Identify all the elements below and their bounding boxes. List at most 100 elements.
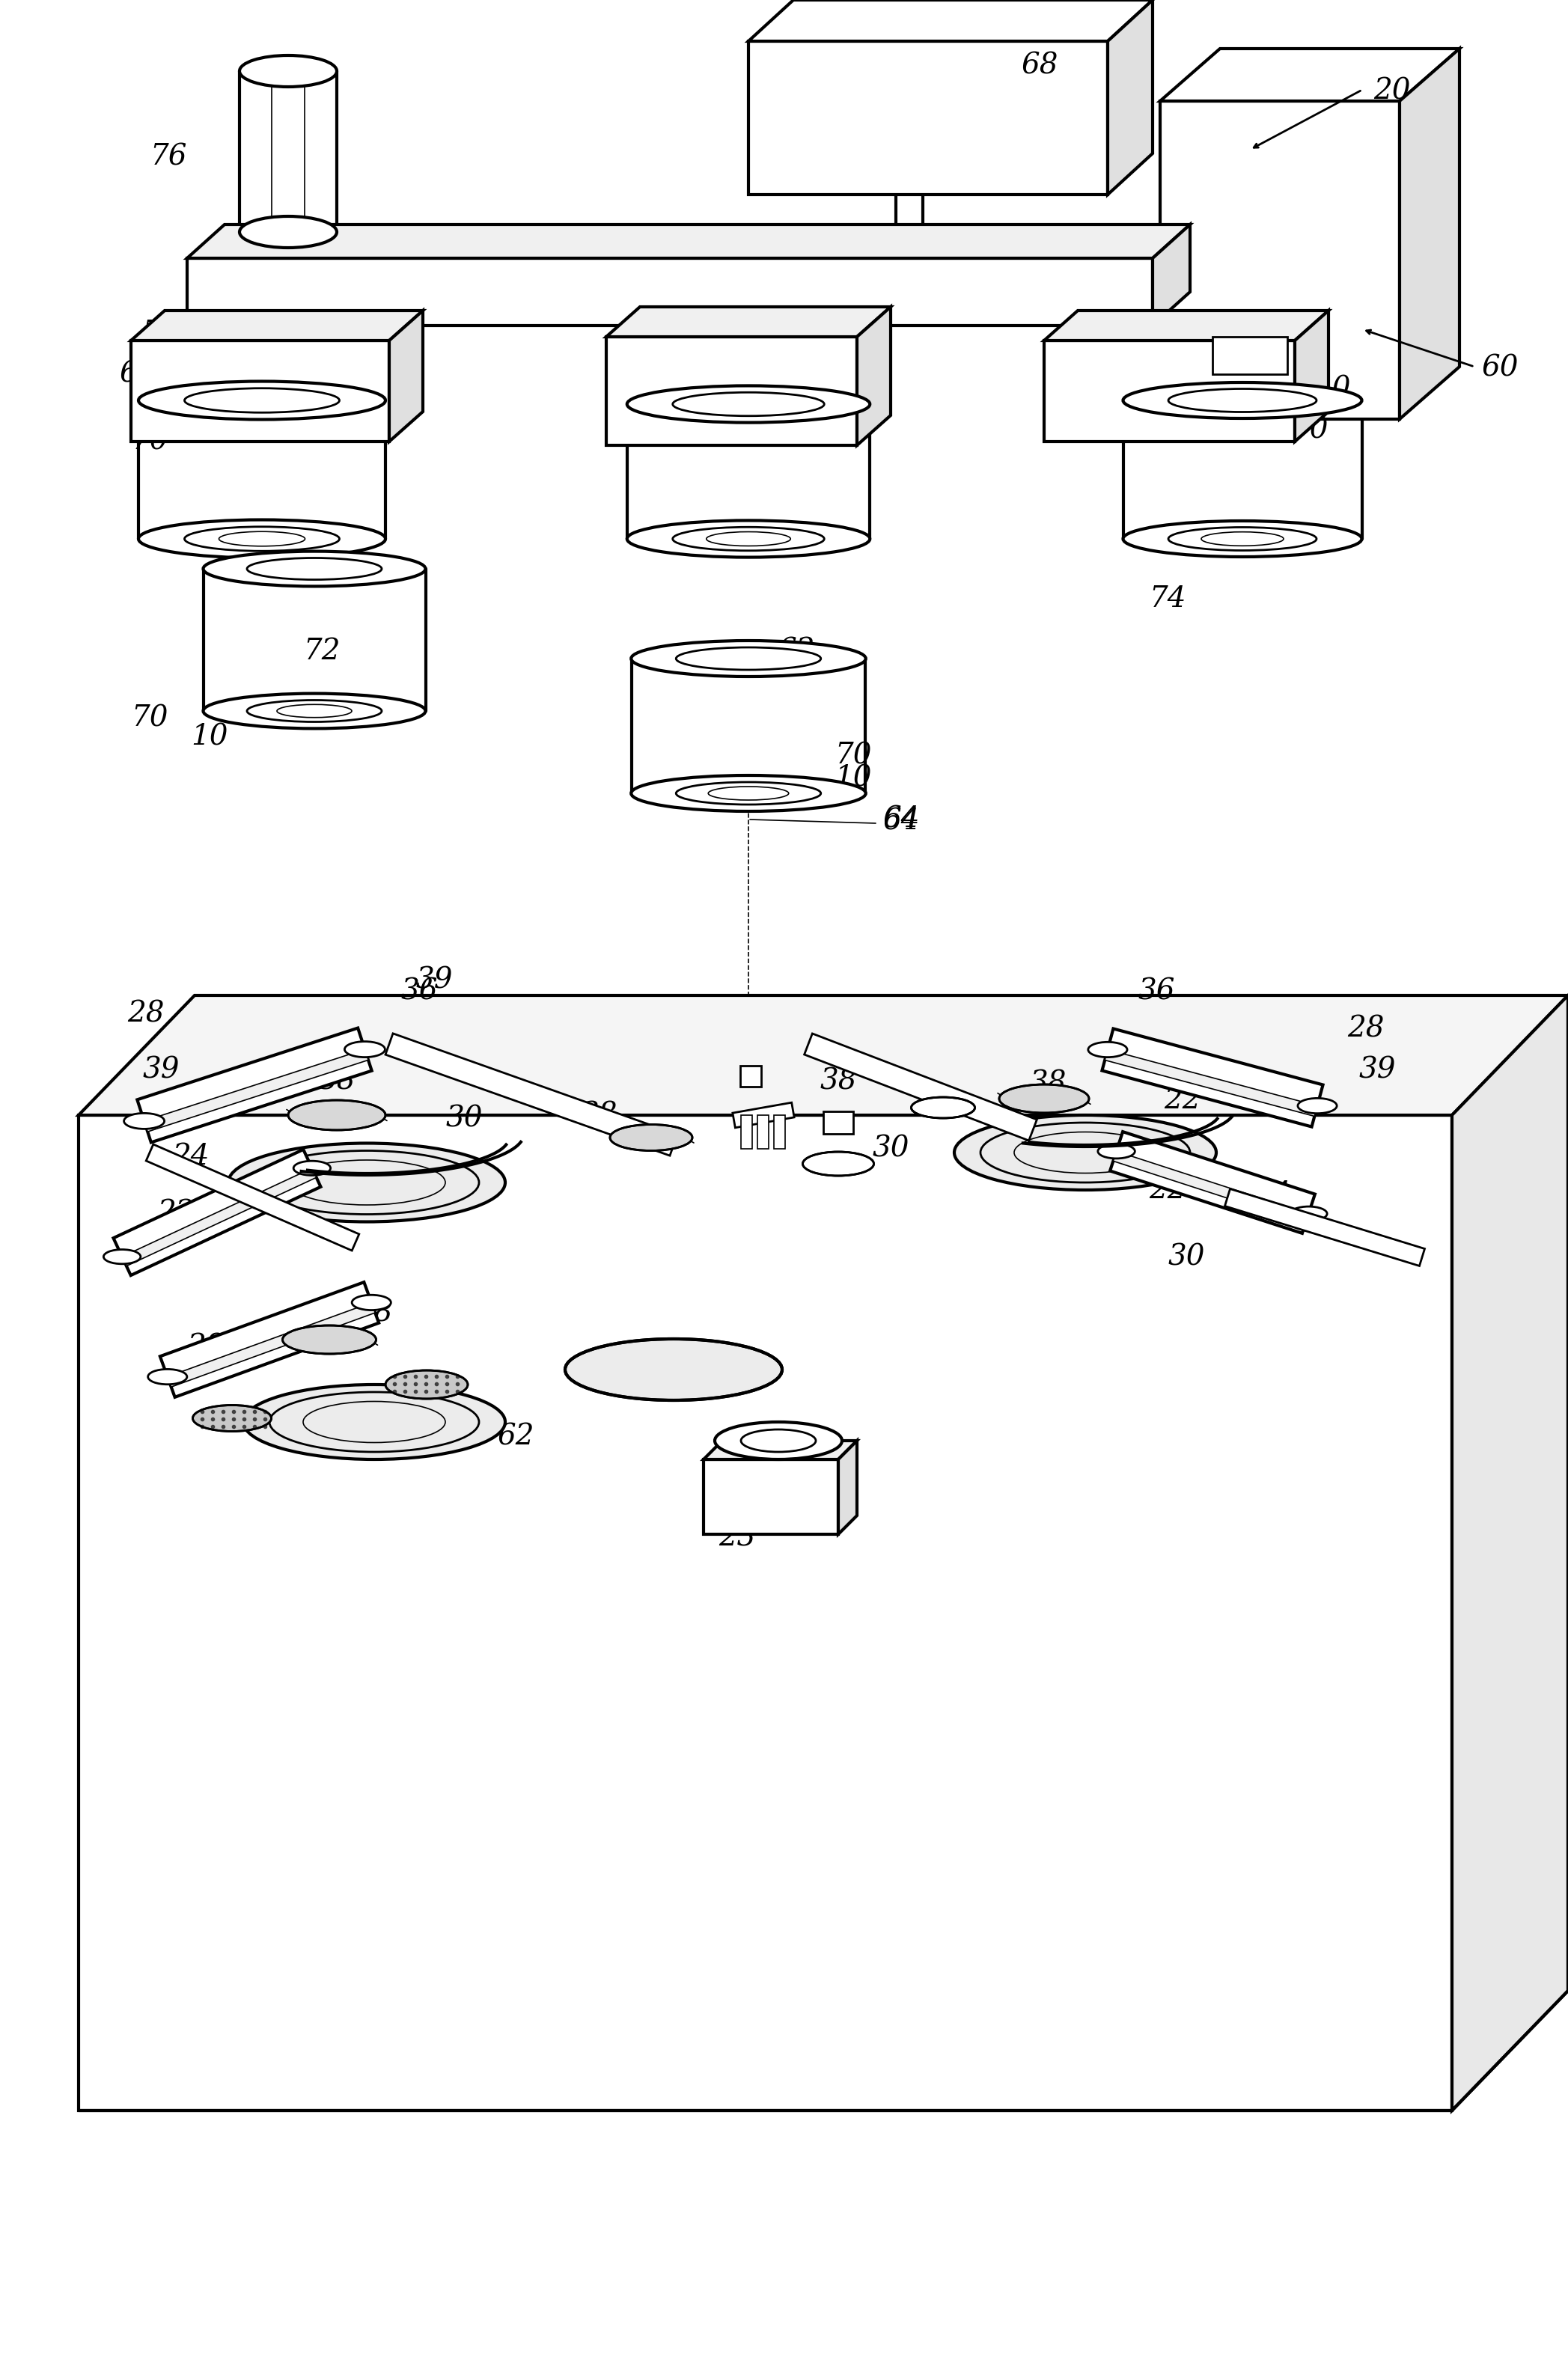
Text: 74: 74 [699,648,737,676]
Ellipse shape [243,1385,505,1458]
Text: 70: 70 [834,742,872,770]
Text: 20: 20 [1374,78,1411,106]
Polygon shape [187,224,1190,259]
Text: 22: 22 [1163,1086,1201,1114]
Polygon shape [132,342,389,441]
Polygon shape [607,337,858,445]
Text: 38: 38 [1029,1070,1066,1098]
Ellipse shape [229,1143,505,1223]
Ellipse shape [351,1296,390,1310]
Ellipse shape [240,57,337,87]
Polygon shape [78,1114,1452,2111]
Polygon shape [858,306,891,445]
Text: 10: 10 [1314,375,1350,403]
Polygon shape [386,1034,677,1157]
Ellipse shape [803,1152,873,1176]
Text: 39: 39 [1358,1055,1396,1084]
Polygon shape [187,259,1152,325]
Text: 24: 24 [172,1143,210,1171]
Ellipse shape [293,1162,331,1176]
Ellipse shape [138,521,386,558]
Polygon shape [748,40,1107,196]
Ellipse shape [124,1112,165,1129]
Text: 10: 10 [165,391,202,417]
Text: 72: 72 [303,636,340,664]
Text: 74: 74 [797,320,834,349]
Polygon shape [1044,342,1295,441]
Polygon shape [823,1112,853,1133]
Text: 72: 72 [143,318,179,346]
Text: 28: 28 [127,1001,165,1027]
Polygon shape [168,1303,375,1388]
Ellipse shape [345,1041,386,1058]
Ellipse shape [564,1338,782,1399]
Text: 36: 36 [1138,978,1174,1006]
Ellipse shape [955,1114,1217,1190]
Polygon shape [1295,311,1328,441]
Text: 28: 28 [187,1333,224,1362]
Polygon shape [160,1282,379,1397]
Polygon shape [1044,311,1328,342]
Text: 36: 36 [154,1227,191,1256]
Polygon shape [607,306,891,337]
Polygon shape [704,1458,839,1534]
Polygon shape [1225,1190,1425,1265]
Text: 62: 62 [779,636,815,664]
Ellipse shape [999,1084,1090,1112]
Polygon shape [740,1065,760,1086]
Ellipse shape [103,1249,141,1263]
Polygon shape [1105,1051,1317,1117]
Text: 72: 72 [1254,318,1290,346]
Ellipse shape [632,775,866,810]
Polygon shape [732,1103,795,1129]
Ellipse shape [627,521,870,558]
Polygon shape [1107,0,1152,196]
Text: 74: 74 [1149,584,1185,613]
Polygon shape [839,1440,858,1534]
Polygon shape [389,311,423,441]
Polygon shape [113,1150,321,1275]
Text: 10: 10 [715,285,753,313]
Polygon shape [757,1114,768,1150]
Polygon shape [1113,1152,1309,1223]
Text: 22: 22 [1149,1176,1185,1204]
Polygon shape [1160,101,1400,419]
Ellipse shape [204,551,425,587]
Polygon shape [146,1145,359,1251]
Text: 66: 66 [132,365,168,393]
Ellipse shape [1088,1041,1127,1058]
Ellipse shape [1098,1145,1135,1159]
Polygon shape [1152,224,1190,325]
Ellipse shape [147,1369,187,1385]
Polygon shape [1452,994,1568,2111]
Polygon shape [742,1114,753,1150]
Text: 39: 39 [143,1055,179,1084]
Polygon shape [1110,1131,1316,1232]
Text: 36: 36 [400,978,437,1006]
Text: 74: 74 [804,297,842,325]
Ellipse shape [1298,1098,1338,1114]
Text: 23: 23 [718,1498,782,1553]
Text: 38: 38 [580,1100,618,1129]
Text: 70: 70 [132,429,168,455]
Text: 66: 66 [119,360,157,389]
Polygon shape [138,1027,372,1143]
Polygon shape [704,1440,858,1458]
Text: 60: 60 [1482,353,1519,382]
Ellipse shape [282,1326,376,1355]
Text: 64: 64 [883,808,920,836]
Ellipse shape [632,641,866,676]
Ellipse shape [1123,521,1361,556]
Text: 70: 70 [132,704,168,733]
Text: 38: 38 [820,1067,856,1096]
Ellipse shape [715,1423,842,1458]
Text: 38: 38 [318,1067,356,1096]
Polygon shape [1102,1030,1323,1126]
Polygon shape [1160,49,1460,101]
Ellipse shape [627,386,870,422]
Text: 39: 39 [416,966,453,994]
Text: 30: 30 [872,1136,909,1162]
Text: 10: 10 [191,723,227,752]
Text: 30: 30 [1168,1244,1204,1272]
Ellipse shape [289,1100,386,1131]
